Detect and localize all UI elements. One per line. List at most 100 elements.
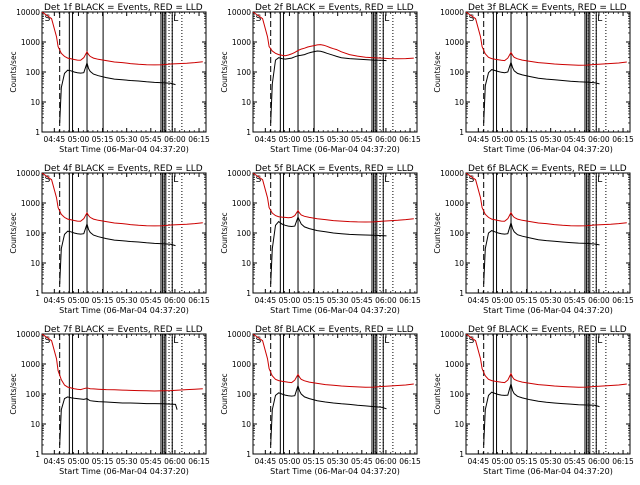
x-tick-label: 04:45 (44, 135, 66, 144)
x-tick-label: 05:30 (540, 296, 562, 305)
y-tick-label: 100 (450, 390, 465, 399)
time-markers (270, 173, 394, 293)
x-tick-label: 05:45 (564, 135, 586, 144)
x-tick-label: 06:00 (588, 135, 610, 144)
x-tick-label: 06:00 (164, 457, 186, 466)
plot-title: Det 3f BLACK = Events, RED = LLD (468, 3, 627, 13)
x-tick-label: 06:15 (188, 135, 210, 144)
flag-label: L (173, 14, 178, 24)
plot-title: Det 4f BLACK = Events, RED = LLD (44, 164, 203, 174)
y-tick-label: 10 (30, 259, 40, 268)
y-axis-label: Counts/sec (9, 212, 18, 253)
x-tick-label: 04:45 (255, 135, 277, 144)
y-axis-label: Counts/sec (220, 51, 229, 92)
x-tick-label: 05:00 (279, 296, 301, 305)
x-tick-label: 05:15 (303, 135, 325, 144)
plot-panel: Det 4f BLACK = Events, RED = LLD 1 10 100 10… (9, 164, 210, 315)
flag-label: L (597, 336, 602, 346)
y-axis-label: Counts/sec (220, 373, 229, 414)
x-tick-label: 06:15 (399, 457, 421, 466)
y-tick-label: 1 (459, 128, 464, 137)
y-tick-label: 10000 (440, 169, 464, 178)
x-tick-label: 05:45 (140, 296, 162, 305)
x-tick-label: 05:45 (140, 457, 162, 466)
x-tick-label: 06:15 (399, 296, 421, 305)
lld-rate-line (42, 12, 203, 66)
x-tick-label: 05:30 (116, 296, 138, 305)
x-axis-label: Start Time (06-Mar-04 04:37:20) (59, 145, 189, 154)
x-tick-label: 05:00 (68, 457, 90, 466)
flag-label: L (384, 14, 389, 24)
flag-label: L (173, 175, 178, 185)
flag-label: S (256, 175, 262, 185)
event-rate-line (59, 222, 176, 285)
flag-label: S (469, 336, 475, 346)
x-tick-label: 06:00 (588, 296, 610, 305)
y-tick-label: 1000 (445, 199, 464, 208)
flag-label: L (173, 336, 178, 346)
flag-label: S (45, 14, 51, 24)
x-tick-label: 04:45 (44, 457, 66, 466)
event-rate-line (270, 50, 387, 124)
event-rate-line (483, 383, 600, 446)
x-tick-label: 06:00 (375, 135, 397, 144)
x-tick-label: 05:00 (68, 296, 90, 305)
y-tick-label: 10000 (16, 8, 40, 17)
plot-panel: Det 3f BLACK = Events, RED = LLD 1 10 100 10… (433, 3, 634, 154)
y-axis-label: Counts/sec (433, 212, 442, 253)
time-markers (59, 334, 183, 454)
y-tick-label: 1000 (445, 38, 464, 47)
plot-panel: Det 8f BLACK = Events, RED = LLD 1 10 100 10… (220, 325, 421, 476)
x-tick-label: 05:45 (351, 135, 373, 144)
x-tick-label: 06:15 (612, 135, 634, 144)
time-markers (59, 12, 183, 132)
y-tick-label: 10 (241, 98, 251, 107)
x-tick-label: 06:00 (375, 457, 397, 466)
y-tick-label: 10000 (227, 169, 251, 178)
y-tick-label: 10000 (227, 330, 251, 339)
flag-label: L (384, 336, 389, 346)
x-tick-label: 06:15 (612, 457, 634, 466)
y-tick-label: 100 (450, 229, 465, 238)
event-rate-line (59, 61, 176, 124)
y-tick-label: 1000 (232, 360, 251, 369)
x-axis-label: Start Time (06-Mar-04 04:37:20) (59, 306, 189, 315)
x-tick-label: 06:00 (164, 296, 186, 305)
y-tick-label: 100 (237, 68, 252, 77)
time-markers (483, 173, 607, 293)
y-tick-label: 100 (237, 390, 252, 399)
x-tick-label: 04:45 (468, 135, 490, 144)
y-tick-label: 1000 (21, 199, 40, 208)
lld-rate-line (42, 173, 203, 227)
event-rate-line (59, 396, 178, 446)
plot-title: Det 1f BLACK = Events, RED = LLD (44, 3, 203, 13)
y-tick-label: 10000 (16, 169, 40, 178)
x-tick-label: 04:45 (255, 296, 277, 305)
x-tick-label: 05:15 (92, 296, 114, 305)
x-tick-label: 05:30 (327, 135, 349, 144)
x-axis-label: Start Time (06-Mar-04 04:37:20) (59, 467, 189, 476)
y-tick-label: 10 (241, 259, 251, 268)
x-tick-label: 05:45 (351, 296, 373, 305)
y-tick-label: 1000 (21, 360, 40, 369)
y-tick-label: 100 (450, 68, 465, 77)
time-markers (483, 334, 607, 454)
x-tick-label: 05:45 (564, 296, 586, 305)
x-tick-label: 06:00 (375, 296, 397, 305)
plot-panel: Det 2f BLACK = Events, RED = LLD 1 10 100 10… (220, 3, 421, 154)
x-tick-label: 05:45 (564, 457, 586, 466)
y-tick-label: 100 (237, 229, 252, 238)
plot-panel: Det 1f BLACK = Events, RED = LLD 1 10 100 10… (9, 3, 210, 154)
lld-rate-line (466, 334, 627, 388)
plot-title: Det 9f BLACK = Events, RED = LLD (468, 325, 627, 335)
x-tick-label: 04:45 (468, 457, 490, 466)
time-markers (483, 12, 607, 132)
flag-label: S (469, 14, 475, 24)
x-tick-label: 05:00 (279, 135, 301, 144)
y-tick-label: 10000 (227, 8, 251, 17)
y-tick-label: 10 (454, 98, 464, 107)
x-tick-label: 06:15 (399, 135, 421, 144)
flag-label: S (45, 175, 51, 185)
